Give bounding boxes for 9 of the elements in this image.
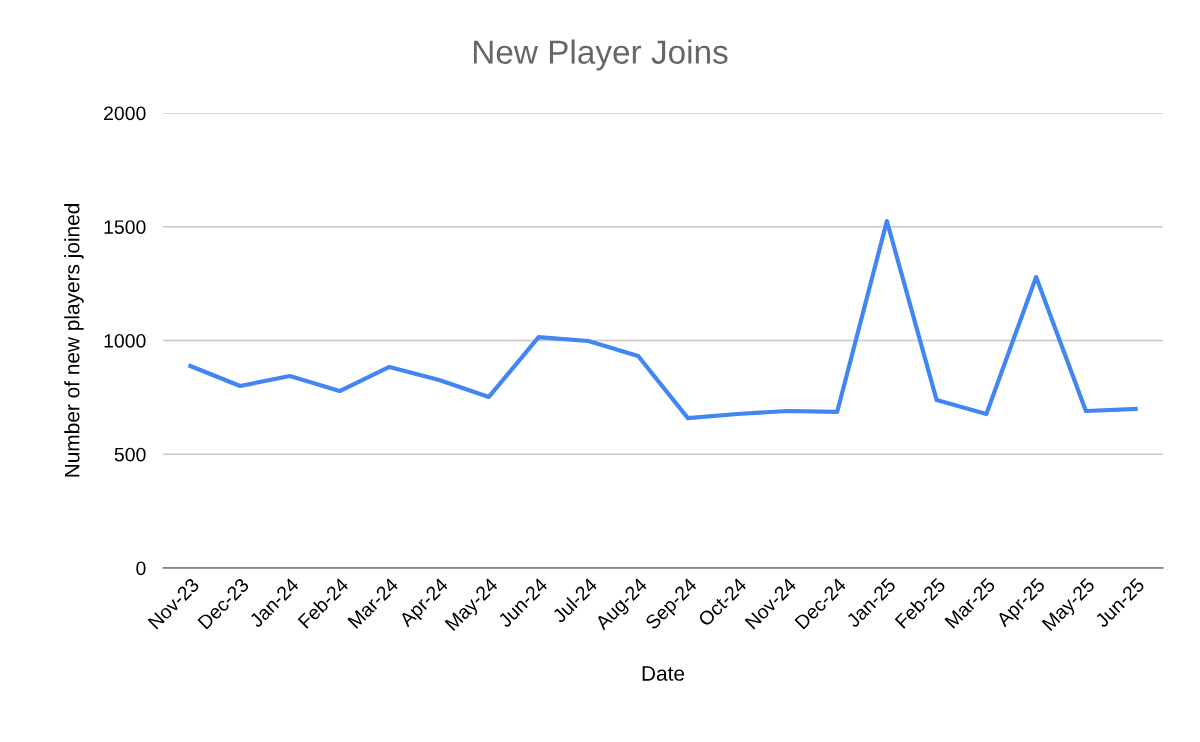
y-tick-label: 1500 [104, 220, 146, 234]
y-tick-label: 1000 [104, 333, 146, 348]
line-series [188, 218, 1138, 421]
y-tick-label: 500 [114, 447, 146, 462]
chart-title: New Player Joins [473, 39, 728, 71]
y-tick-label: 0 [136, 561, 146, 576]
y-tick-label: 2000 [104, 106, 146, 121]
y-axis-title: Number of new players joined [64, 204, 84, 477]
x-axis-title: Date [642, 666, 685, 681]
